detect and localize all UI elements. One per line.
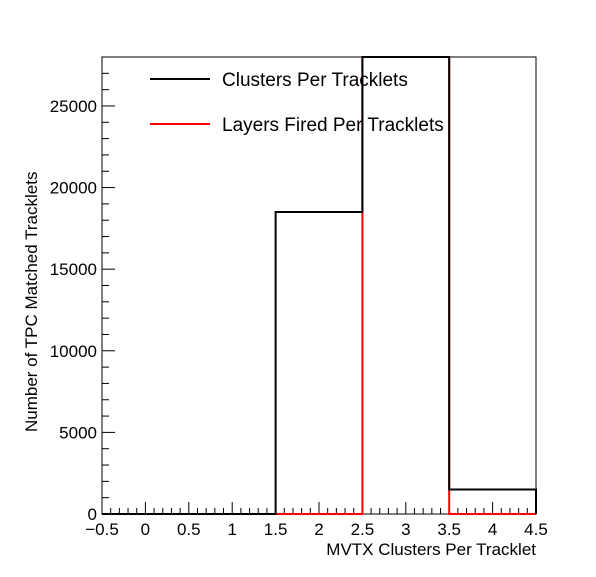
y-axis-title: Number of TPC Matched Tracklets bbox=[22, 172, 41, 432]
x-tick-label: 4 bbox=[488, 520, 497, 539]
y-tick-label: 10000 bbox=[50, 342, 97, 361]
x-tick-label: 3.5 bbox=[437, 520, 461, 539]
x-axis-title: MVTX Clusters Per Tracklet bbox=[326, 540, 536, 559]
y-tick-label: 0 bbox=[88, 505, 97, 524]
x-tick-label: 0.5 bbox=[177, 520, 201, 539]
x-tick-label: 2 bbox=[314, 520, 323, 539]
x-tick-label: 4.5 bbox=[524, 520, 548, 539]
series-layer bbox=[102, 56, 537, 515]
legend-label-clusters: Clusters Per Tracklets bbox=[222, 70, 408, 91]
series-line-0 bbox=[102, 56, 537, 515]
x-tick-label: 2.5 bbox=[351, 520, 375, 539]
x-tick-label: −0.5 bbox=[85, 520, 119, 539]
legend: Clusters Per Tracklets Layers Fired Per … bbox=[150, 70, 444, 136]
x-tick-label: 0 bbox=[141, 520, 150, 539]
y-tick-label: 20000 bbox=[50, 179, 97, 198]
tick-labels: −0.5 0 0.5 1 1.5 2 2.5 3 3.5 4 4.50500010000150002… bbox=[50, 97, 548, 539]
x-tick-label: 1 bbox=[227, 520, 236, 539]
x-tick-label: 3 bbox=[401, 520, 410, 539]
legend-label-layers: Layers Fired Per Tracklets bbox=[222, 115, 444, 136]
x-tick-label: 1.5 bbox=[264, 520, 288, 539]
y-tick-label: 15000 bbox=[50, 260, 97, 279]
y-tick-label: 5000 bbox=[59, 423, 97, 442]
y-tick-label: 25000 bbox=[50, 97, 97, 116]
